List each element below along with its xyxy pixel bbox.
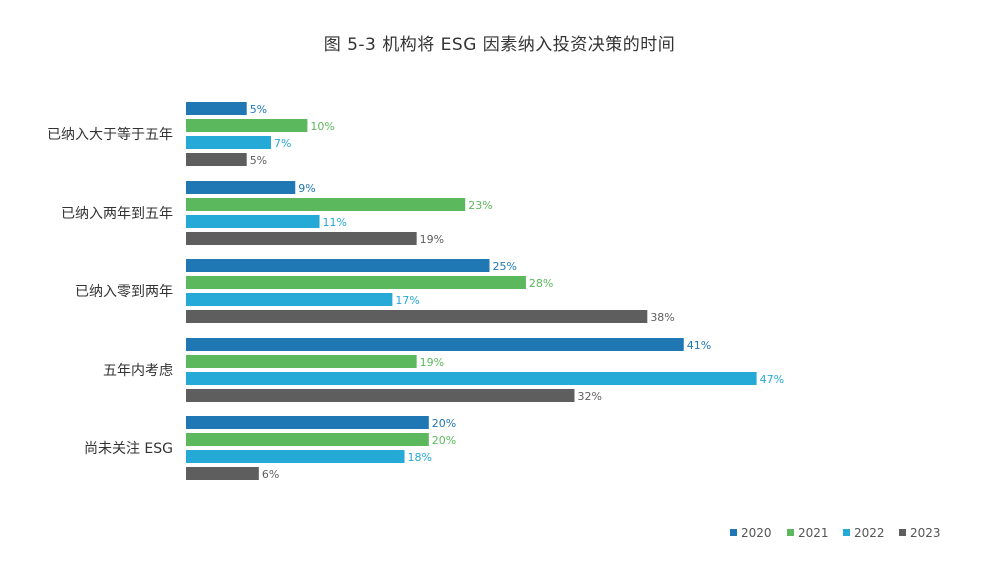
- bar: [186, 416, 429, 429]
- value-label: 18%: [408, 451, 432, 464]
- category-label: 已纳入两年到五年: [61, 206, 173, 222]
- value-label: 25%: [493, 260, 517, 273]
- value-label: 19%: [420, 233, 444, 246]
- bar: [186, 215, 320, 228]
- legend-swatch: [899, 529, 906, 536]
- category-label: 五年内考虑: [103, 363, 173, 379]
- bar: [186, 433, 429, 446]
- value-label: 10%: [310, 120, 334, 133]
- bar: [186, 310, 648, 323]
- value-label: 6%: [262, 468, 279, 481]
- value-label: 11%: [323, 216, 347, 229]
- value-label: 17%: [395, 294, 419, 307]
- bar: [186, 119, 308, 132]
- category-label: 已纳入大于等于五年: [47, 126, 173, 143]
- value-label: 19%: [420, 356, 444, 369]
- value-label: 9%: [298, 182, 315, 195]
- bar: [186, 293, 393, 306]
- value-label: 7%: [274, 137, 291, 150]
- bar: [186, 232, 417, 245]
- bar: [186, 338, 684, 351]
- value-label: 5%: [250, 103, 267, 116]
- value-label: 41%: [687, 339, 711, 352]
- legend-swatch: [787, 529, 794, 536]
- bar: [186, 136, 271, 149]
- value-label: 5%: [250, 154, 267, 167]
- value-label: 28%: [529, 277, 553, 290]
- legend-label: 2023: [910, 526, 941, 540]
- value-label: 20%: [432, 434, 456, 447]
- bar: [186, 389, 575, 402]
- bar: [186, 450, 405, 463]
- legend-swatch: [730, 529, 737, 536]
- value-label: 32%: [577, 390, 601, 403]
- value-label: 47%: [760, 373, 784, 386]
- bar: [186, 198, 466, 211]
- legend-swatch: [843, 529, 850, 536]
- bar: [186, 102, 247, 115]
- category-label: 已纳入零到两年: [75, 284, 173, 300]
- chart-title: 图 5-3 机构将 ESG 因素纳入投资决策的时间: [323, 35, 676, 55]
- value-label: 38%: [650, 311, 674, 324]
- bar: [186, 153, 247, 166]
- value-label: 23%: [468, 199, 492, 212]
- category-label: 尚未关注 ESG: [84, 441, 173, 457]
- bar: [186, 355, 417, 368]
- legend-label: 2021: [798, 526, 829, 540]
- legend-label: 2020: [741, 526, 772, 540]
- bar: [186, 259, 490, 272]
- bar: [186, 181, 296, 194]
- bar: [186, 372, 757, 385]
- bar: [186, 276, 526, 289]
- value-label: 20%: [432, 417, 456, 430]
- bar: [186, 467, 259, 480]
- legend-label: 2022: [854, 526, 885, 540]
